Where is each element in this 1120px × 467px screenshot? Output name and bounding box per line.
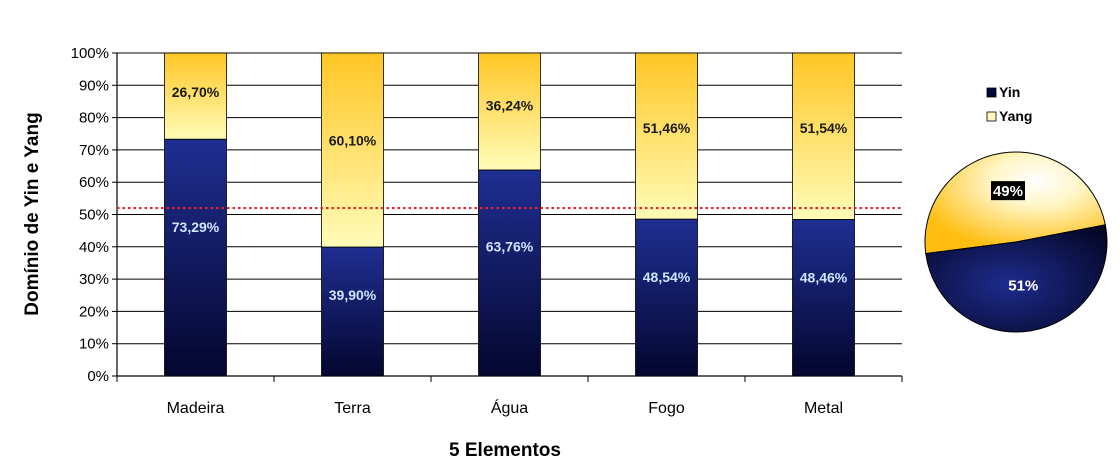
data-label-yang: 26,70% — [172, 84, 220, 100]
bar-yin-1 — [321, 246, 384, 377]
pie-slice-yang — [924, 151, 1106, 255]
legend-swatch-yang — [986, 111, 997, 122]
data-label-yang: 36,24% — [486, 98, 534, 114]
bar-yang-1 — [321, 52, 384, 248]
x-tick-label: Madeira — [167, 400, 225, 417]
y-axis-title: Domínio de Yin e Yang — [22, 112, 43, 315]
bar-yin-2 — [478, 169, 541, 377]
x-tick-label: Metal — [804, 400, 843, 417]
y-tick-label: 100% — [71, 45, 109, 62]
y-ticks: 0% 10% 20% 30% 40% 50% 60% 70% 80% 90% 100% — [71, 45, 117, 385]
y-tick-label: 40% — [79, 239, 109, 256]
y-tick-label: 30% — [79, 271, 109, 288]
bar-yang-4 — [792, 52, 855, 220]
y-tick-label: 50% — [79, 207, 109, 224]
data-label-yang: 60,10% — [329, 132, 377, 148]
bar-yang-3 — [635, 52, 698, 220]
pie-label-yang: 49% — [993, 183, 1023, 200]
bar-yang-2 — [478, 52, 541, 171]
y-tick-label: 80% — [79, 110, 109, 127]
x-tick-label: Água — [491, 398, 528, 417]
x-tick-label: Terra — [334, 400, 371, 417]
x-ticks: Madeira Terra Água Fogo Metal — [116, 376, 903, 417]
data-label-yin: 39,90% — [329, 287, 377, 303]
bar-yang-0 — [164, 52, 227, 140]
pie-slice-yin — [925, 224, 1108, 333]
y-tick-label: 0% — [87, 368, 109, 385]
bar-yin-0 — [164, 138, 227, 377]
bar-yin-4 — [792, 219, 855, 377]
legend: Yin Yang — [986, 84, 1032, 124]
data-label-yin: 48,46% — [800, 269, 848, 285]
legend-swatch-yin — [986, 87, 997, 98]
data-label-yin: 63,76% — [486, 238, 534, 254]
y-tick-label: 10% — [79, 336, 109, 353]
legend-label-yang: Yang — [999, 108, 1032, 124]
data-label-yin: 48,54% — [643, 269, 691, 285]
pie-label-bg-yang — [990, 181, 1025, 201]
x-axis-title: 5 Elementos — [449, 440, 561, 461]
x-tick-label: Fogo — [648, 400, 685, 417]
pie-label-yin: 51% — [1008, 277, 1038, 294]
y-tick-label: 20% — [79, 303, 109, 320]
y-tick-label: 90% — [79, 77, 109, 94]
bar-yin-3 — [635, 218, 698, 377]
y-tick-label: 60% — [79, 174, 109, 191]
data-label-yang: 51,46% — [643, 120, 691, 136]
data-label-yin: 73,29% — [172, 219, 220, 235]
data-label-yang: 51,54% — [800, 120, 848, 136]
y-tick-label: 70% — [79, 142, 109, 159]
legend-label-yin: Yin — [999, 84, 1020, 100]
pie-chart: 49% 51% — [924, 151, 1108, 333]
bars: 73,29% 26,70% 39,90% 60,10% 63,76% 36,24% 48,5… — [164, 52, 855, 377]
